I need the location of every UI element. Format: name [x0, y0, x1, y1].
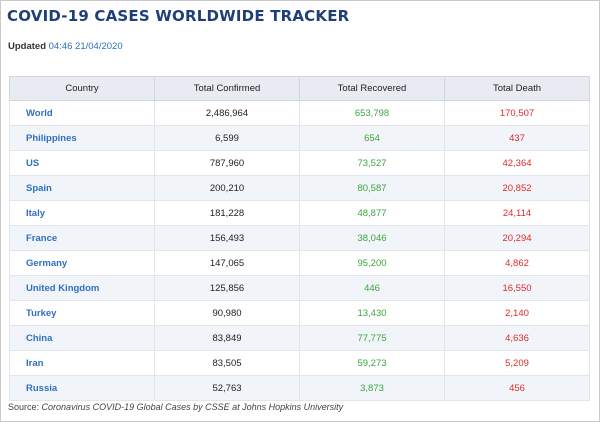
- confirmed-cell: 52,763: [154, 375, 300, 401]
- header-death: Total Death: [444, 76, 590, 101]
- country-cell: Spain: [9, 175, 155, 201]
- recovered-cell: 653,798: [299, 100, 445, 126]
- header-confirmed: Total Confirmed: [154, 76, 300, 101]
- recovered-cell: 59,273: [299, 350, 445, 376]
- death-cell: 2,140: [444, 300, 590, 326]
- table-header-row: Country Total Confirmed Total Recovered …: [9, 76, 590, 101]
- table-row: Iran 83,505 59,273 5,209: [9, 350, 590, 376]
- recovered-cell: 3,873: [299, 375, 445, 401]
- confirmed-cell: 6,599: [154, 125, 300, 151]
- confirmed-cell: 83,849: [154, 325, 300, 351]
- death-cell: 437: [444, 125, 590, 151]
- confirmed-cell: 83,505: [154, 350, 300, 376]
- recovered-cell: 73,527: [299, 150, 445, 176]
- country-cell: Turkey: [9, 300, 155, 326]
- recovered-cell: 654: [299, 125, 445, 151]
- updated-timestamp: 04:46 21/04/2020: [48, 41, 123, 52]
- table-row: World 2,486,964 653,798 170,507: [9, 100, 590, 126]
- death-cell: 4,862: [444, 250, 590, 276]
- table-row: Germany 147,065 95,200 4,862: [9, 250, 590, 276]
- confirmed-cell: 156,493: [154, 225, 300, 251]
- death-cell: 5,209: [444, 350, 590, 376]
- confirmed-cell: 200,210: [154, 175, 300, 201]
- table-row: Spain 200,210 80,587 20,852: [9, 175, 590, 201]
- header-recovered: Total Recovered: [299, 76, 445, 101]
- death-cell: 456: [444, 375, 590, 401]
- confirmed-cell: 147,065: [154, 250, 300, 276]
- table-row: US 787,960 73,527 42,364: [9, 150, 590, 176]
- country-cell: Philippines: [9, 125, 155, 151]
- source-text: Coronavirus COVID-19 Global Cases by CSS…: [41, 402, 344, 412]
- table-row: Turkey 90,980 13,430 2,140: [9, 300, 590, 326]
- country-cell: Italy: [9, 200, 155, 226]
- death-cell: 20,294: [444, 225, 590, 251]
- country-cell: US: [9, 150, 155, 176]
- header-country: Country: [9, 76, 155, 101]
- death-cell: 42,364: [444, 150, 590, 176]
- death-cell: 170,507: [444, 100, 590, 126]
- confirmed-cell: 90,980: [154, 300, 300, 326]
- table-row: France 156,493 38,046 20,294: [9, 225, 590, 251]
- country-cell: China: [9, 325, 155, 351]
- source-note: Source: Coronavirus COVID-19 Global Case…: [8, 402, 343, 412]
- table-row: China 83,849 77,775 4,636: [9, 325, 590, 351]
- updated-label: Updated: [8, 41, 46, 52]
- recovered-cell: 80,587: [299, 175, 445, 201]
- source-label: Source:: [8, 402, 40, 412]
- death-cell: 20,852: [444, 175, 590, 201]
- updated-line: Updated 04:46 21/04/2020: [8, 41, 123, 52]
- table-row: Philippines 6,599 654 437: [9, 125, 590, 151]
- country-cell: Russia: [9, 375, 155, 401]
- table-row: Russia 52,763 3,873 456: [9, 375, 590, 401]
- country-cell: World: [9, 100, 155, 126]
- recovered-cell: 77,775: [299, 325, 445, 351]
- recovered-cell: 13,430: [299, 300, 445, 326]
- death-cell: 16,550: [444, 275, 590, 301]
- country-cell: France: [9, 225, 155, 251]
- recovered-cell: 95,200: [299, 250, 445, 276]
- cases-table: Country Total Confirmed Total Recovered …: [9, 76, 590, 401]
- recovered-cell: 38,046: [299, 225, 445, 251]
- death-cell: 24,114: [444, 200, 590, 226]
- page-title: COVID-19 CASES WORLDWIDE TRACKER: [7, 7, 350, 25]
- confirmed-cell: 787,960: [154, 150, 300, 176]
- country-cell: Germany: [9, 250, 155, 276]
- recovered-cell: 48,877: [299, 200, 445, 226]
- table-row: Italy 181,228 48,877 24,114: [9, 200, 590, 226]
- confirmed-cell: 181,228: [154, 200, 300, 226]
- confirmed-cell: 2,486,964: [154, 100, 300, 126]
- country-cell: Iran: [9, 350, 155, 376]
- table-row: United Kingdom 125,856 446 16,550: [9, 275, 590, 301]
- confirmed-cell: 125,856: [154, 275, 300, 301]
- death-cell: 4,636: [444, 325, 590, 351]
- country-cell: United Kingdom: [9, 275, 155, 301]
- table-body: World 2,486,964 653,798 170,507 Philippines 6…: [9, 100, 590, 401]
- recovered-cell: 446: [299, 275, 445, 301]
